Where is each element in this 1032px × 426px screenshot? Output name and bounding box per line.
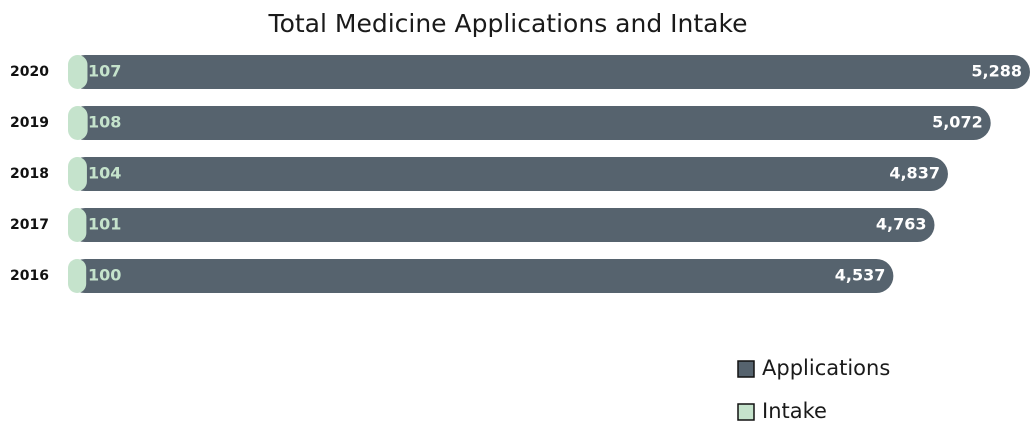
bar (68, 208, 935, 242)
bar (68, 106, 88, 140)
legend-label: Intake (762, 399, 827, 423)
value-label: 4,537 (835, 266, 886, 285)
y-tick-label: 2016 (10, 268, 49, 284)
value-label: 108 (88, 113, 121, 132)
legend-swatch (737, 360, 755, 378)
legend-swatch (737, 403, 755, 421)
bar (68, 208, 87, 242)
bar (68, 106, 991, 140)
value-label: 4,837 (889, 164, 940, 183)
value-label: 5,072 (932, 113, 983, 132)
y-tick-label: 2020 (10, 64, 49, 80)
y-tick-label: 2017 (10, 217, 49, 233)
chart-title: Total Medicine Applications and Intake (268, 9, 748, 38)
value-label: 107 (88, 62, 121, 81)
bar (68, 259, 87, 293)
value-label: 104 (88, 164, 121, 183)
value-label: 5,288 (971, 62, 1022, 81)
legend-label: Applications (762, 356, 890, 380)
bar (68, 157, 87, 191)
bar (68, 157, 948, 191)
y-tick-label: 2019 (10, 115, 49, 131)
y-tick-label: 2018 (10, 166, 49, 182)
value-label: 101 (88, 215, 121, 234)
value-label: 100 (88, 266, 121, 285)
bar (68, 259, 894, 293)
value-label: 4,763 (876, 215, 927, 234)
bar (68, 55, 1030, 89)
bar (68, 55, 88, 89)
